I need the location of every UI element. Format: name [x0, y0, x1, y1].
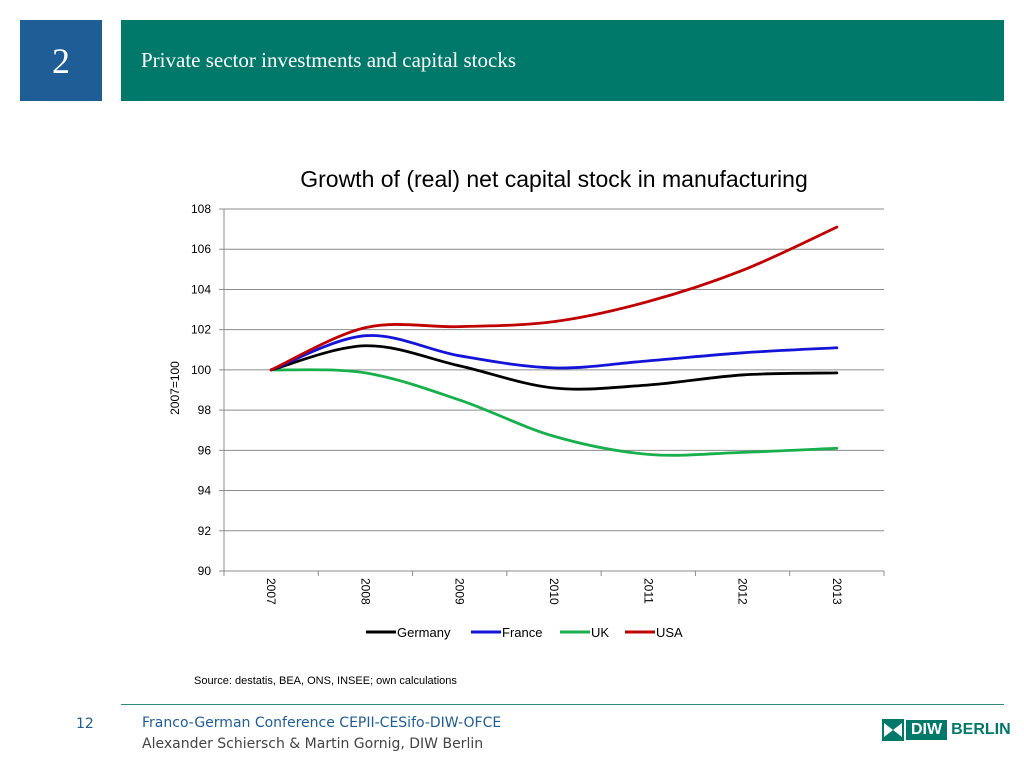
- logo-berlin-text: BERLIN: [951, 721, 1011, 738]
- chart-title: Growth of (real) net capital stock in ma…: [300, 166, 808, 192]
- legend-label-germany: Germany: [397, 625, 451, 640]
- logo-diw-text: DIW: [906, 720, 948, 740]
- page-number: 12: [76, 716, 94, 732]
- y-tick-label: 90: [198, 564, 212, 578]
- y-tick-label: 104: [191, 282, 211, 296]
- series-line-france: [269, 334, 839, 372]
- x-tick-label: 2009: [453, 578, 467, 605]
- y-tick-label: 96: [198, 443, 212, 457]
- legend-label-uk: UK: [591, 625, 609, 640]
- diw-berlin-logo: DIW BERLIN: [882, 719, 1011, 741]
- y-tick-label: 106: [191, 242, 211, 256]
- y-tick-label: 100: [191, 363, 211, 377]
- x-tick-label: 2012: [736, 578, 750, 605]
- x-tick-label: 2013: [830, 578, 844, 605]
- series-line-germany: [269, 344, 839, 391]
- source-note: Source: destatis, BEA, ONS, INSEE; own c…: [194, 675, 457, 687]
- y-tick-label: 92: [198, 524, 212, 538]
- x-tick-label: 2010: [547, 578, 561, 605]
- legend-label-usa: USA: [656, 625, 683, 640]
- y-tick-label: 102: [191, 323, 211, 337]
- x-tick-label: 2011: [641, 578, 655, 604]
- y-tick-label: 98: [198, 403, 212, 417]
- y-tick-label: 94: [198, 484, 212, 498]
- y-tick-label: 108: [191, 202, 211, 216]
- slide-title: Private sector investments and capital s…: [141, 48, 516, 72]
- section-number: 2: [52, 40, 70, 81]
- section-number-box: 2: [20, 20, 102, 101]
- series-line-uk: [269, 368, 839, 457]
- series-line-usa: [269, 225, 839, 372]
- legend-label-france: France: [502, 625, 542, 640]
- footer-divider: [121, 704, 1004, 705]
- footer-authors: Alexander Schiersch & Martin Gornig, DIW…: [142, 736, 484, 752]
- diw-logo-icon: [882, 719, 904, 741]
- x-tick-label: 2007: [264, 578, 278, 605]
- footer-conference: Franco-German Conference CEPII-CESifo-DI…: [142, 715, 502, 731]
- y-axis-label: 2007=100: [168, 361, 182, 415]
- header-bar: Private sector investments and capital s…: [121, 20, 1004, 101]
- x-tick-label: 2008: [358, 578, 372, 605]
